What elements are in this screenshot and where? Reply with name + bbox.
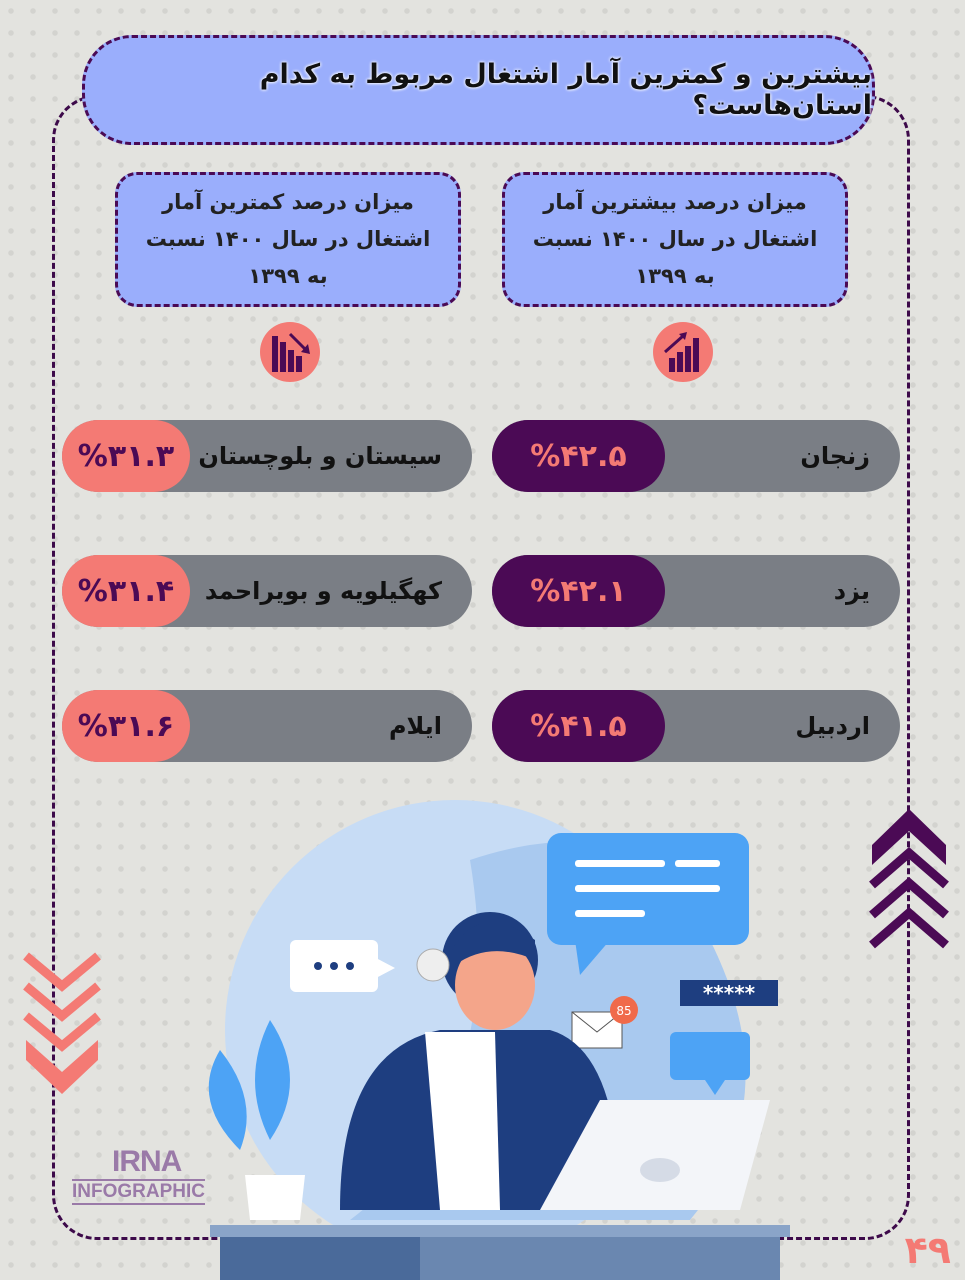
title-box: بیشترین و کمترین آمار اشتغال مربوط به کد… — [82, 35, 875, 145]
password-text: ***** — [703, 981, 756, 1005]
province-name: یزد — [833, 577, 870, 605]
chevrons-up-icon — [869, 809, 949, 949]
province-name: ایلام — [388, 712, 442, 740]
lowest-row: %۳۱.۴ کهگیلویه و بویراحمد — [62, 555, 472, 627]
irna-logo: IRNA INFOGRAPHIC — [72, 1145, 205, 1205]
support-agent-illustration: ***** 85 — [208, 800, 790, 1280]
province-name: اردبیل — [795, 712, 870, 740]
mail-badge-count: 85 — [616, 1004, 631, 1018]
highest-heading-box: میزان درصد بیشترین آمار اشتغال در سال ۱۴… — [502, 172, 848, 307]
province-name: کهگیلویه و بویراحمد — [204, 577, 442, 605]
headset-icon — [416, 948, 450, 982]
page-title: بیشترین و کمترین آمار اشتغال مربوط به کد… — [259, 59, 872, 121]
lowest-row: %۳۱.۶ ایلام — [62, 690, 472, 762]
call-transfer-icon — [670, 1032, 750, 1080]
lowest-row: %۳۱.۳ سیستان و بلوچستان — [62, 420, 472, 492]
chart-down-icon — [260, 322, 320, 382]
province-name: سیستان و بلوچستان — [198, 442, 442, 470]
highest-heading: میزان درصد بیشترین آمار اشتغال در سال ۱۴… — [532, 190, 818, 288]
value-pill: %۴۲.۵ — [492, 420, 665, 492]
logo-brand: IRNA — [72, 1145, 205, 1181]
password-field — [680, 980, 778, 1006]
value-pill: %۳۱.۳ — [62, 420, 190, 492]
lowest-heading: میزان درصد کمترین آمار اشتغال در سال ۱۴۰… — [145, 190, 431, 288]
mail-badge — [610, 996, 638, 1024]
highest-row: %۴۲.۱ یزد — [492, 555, 900, 627]
highest-row: %۴۱.۵ اردبیل — [492, 690, 900, 762]
value-pill: %۳۱.۶ — [62, 690, 190, 762]
plant-icon — [208, 1050, 247, 1150]
province-name: زنجان — [800, 442, 870, 470]
laptop — [540, 1100, 770, 1210]
lowest-heading-box: میزان درصد کمترین آمار اشتغال در سال ۱۴۰… — [115, 172, 461, 307]
value-pill: %۴۱.۵ — [492, 690, 665, 762]
logo-sub: INFOGRAPHIC — [72, 1181, 205, 1205]
chevrons-down-icon — [23, 952, 101, 1094]
chart-up-icon — [653, 322, 713, 382]
value-pill: %۳۱.۴ — [62, 555, 190, 627]
desk — [210, 1225, 790, 1237]
highest-row: %۴۲.۵ زنجان — [492, 420, 900, 492]
value-pill: %۴۲.۱ — [492, 555, 665, 627]
page-number: ۴۹ — [904, 1228, 951, 1272]
